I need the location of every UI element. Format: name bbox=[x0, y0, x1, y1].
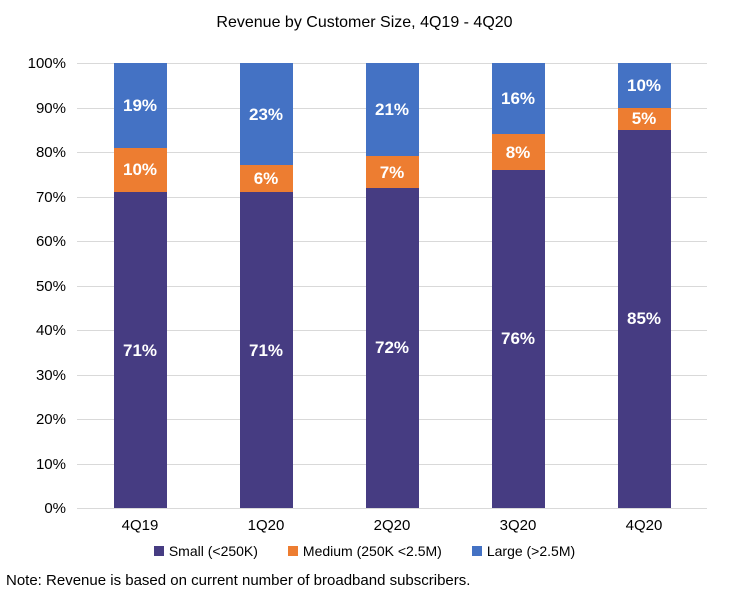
bar-segment-label: 21% bbox=[374, 100, 410, 120]
gridline bbox=[77, 508, 707, 509]
bar-segment-label: 85% bbox=[626, 309, 662, 329]
bar-segment-label: 8% bbox=[505, 142, 531, 162]
legend: Small (<250K) Medium (250K <2.5M) Large (>… bbox=[0, 543, 729, 559]
bar-segment-small-1q20: 71% bbox=[239, 192, 293, 508]
bar-segment-label: 6% bbox=[253, 169, 279, 189]
y-tick-label: 30% bbox=[35, 366, 66, 384]
chart-title: Revenue by Customer Size, 4Q19 - 4Q20 bbox=[216, 14, 513, 31]
bar-segment-label: 10% bbox=[122, 160, 158, 180]
y-tick-label: 50% bbox=[35, 277, 66, 295]
y-tick-label: 90% bbox=[35, 99, 66, 117]
bar-segment-large-4q19: 19% bbox=[113, 63, 167, 148]
x-tick-label-1q20: 1Q20 bbox=[247, 517, 285, 534]
bar-segment-small-2q20: 72% bbox=[365, 187, 419, 508]
bar-segment-label: 76% bbox=[500, 329, 536, 349]
plot-area: 71% 10% 19% 71% 6% 23% 72% 7% 21% 76% 8% 16% 85% 5% 10… bbox=[77, 63, 707, 509]
bar-segment-label: 16% bbox=[500, 89, 536, 109]
bar-segment-label: 71% bbox=[122, 340, 158, 360]
bar-segment-medium-4q19: 10% bbox=[113, 147, 167, 193]
bar-segment-label: 5% bbox=[631, 109, 657, 129]
y-tick-label: 10% bbox=[35, 455, 66, 473]
legend-item-large: Large (>2.5M) bbox=[471, 543, 576, 559]
legend-label: Large (>2.5M) bbox=[486, 543, 576, 559]
legend-swatch-large bbox=[471, 546, 482, 556]
bar-segment-label: 19% bbox=[122, 95, 158, 115]
x-tick-label-2q20: 2Q20 bbox=[373, 517, 411, 534]
y-tick-label: 100% bbox=[27, 55, 66, 72]
legend-item-medium: Medium (250K <2.5M) bbox=[287, 543, 442, 559]
y-tick-label: 70% bbox=[35, 188, 66, 206]
bar-segment-label: 10% bbox=[626, 75, 662, 95]
bar-segment-medium-4q20: 5% bbox=[617, 107, 671, 130]
legend-label: Medium (250K <2.5M) bbox=[302, 543, 442, 559]
x-tick-label-4q20: 4Q20 bbox=[625, 517, 663, 534]
bar-segment-large-2q20: 21% bbox=[365, 63, 419, 157]
bar-segment-label: 23% bbox=[248, 104, 284, 124]
y-tick-label: 40% bbox=[35, 322, 66, 339]
bar-segment-label: 71% bbox=[248, 340, 284, 360]
bar-segment-large-3q20: 16% bbox=[491, 63, 545, 135]
y-tick-label: 80% bbox=[35, 144, 66, 161]
bar-segment-medium-1q20: 6% bbox=[239, 165, 293, 193]
y-tick-label: 0% bbox=[44, 500, 66, 517]
x-tick-label-4q19: 4Q19 bbox=[121, 517, 159, 534]
bar-segment-medium-3q20: 8% bbox=[491, 134, 545, 170]
legend-swatch-small bbox=[153, 546, 164, 556]
bar-segment-large-4q20: 10% bbox=[617, 63, 671, 108]
bar-segment-large-1q20: 23% bbox=[239, 63, 293, 166]
legend-item-small: Small (<250K) bbox=[153, 543, 258, 559]
bar-segment-small-3q20: 76% bbox=[491, 169, 545, 508]
y-tick-label: 20% bbox=[35, 411, 66, 428]
legend-label: Small (<250K) bbox=[168, 543, 258, 559]
bar-segment-small-4q20: 85% bbox=[617, 129, 671, 508]
bar-segment-small-4q19: 71% bbox=[113, 192, 167, 508]
x-tick-label-3q20: 3Q20 bbox=[499, 517, 537, 534]
bar-segment-label: 72% bbox=[374, 338, 410, 358]
bar-segment-label: 7% bbox=[379, 162, 405, 182]
legend-swatch-medium bbox=[287, 546, 298, 556]
bar-segment-medium-2q20: 7% bbox=[365, 156, 419, 188]
y-tick-label: 60% bbox=[35, 233, 66, 250]
chart-note: Note: Revenue is based on current number… bbox=[6, 572, 471, 589]
